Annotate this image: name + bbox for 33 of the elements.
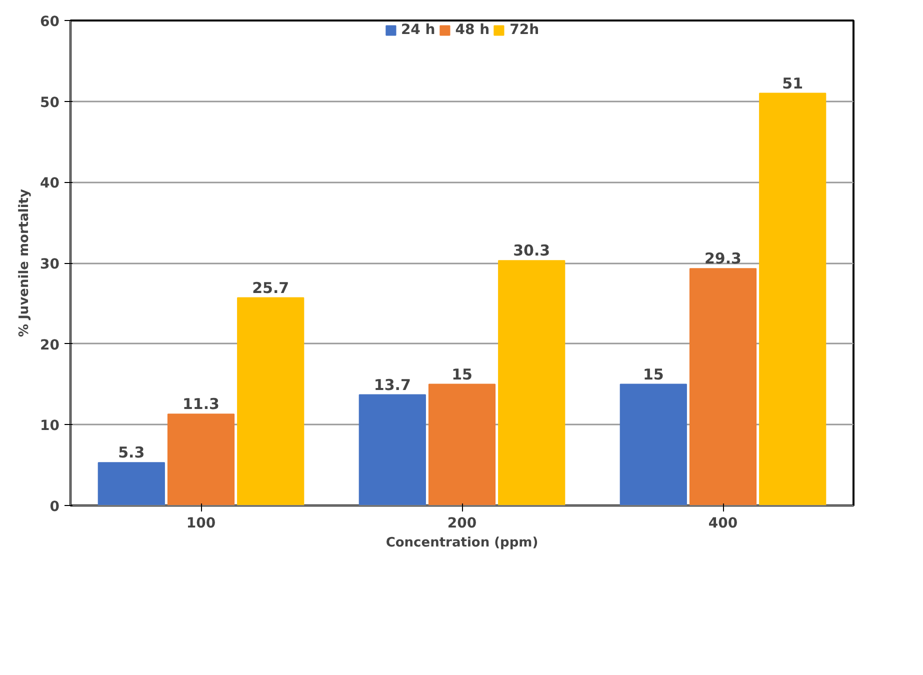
data-label: 25.7 [252,278,290,297]
y-tick-label: 10 [40,418,60,434]
x-axis-title: Concentration (ppm) [386,536,538,550]
legend-label: 48 h [455,22,490,38]
bar [498,260,566,506]
data-label: 5.3 [118,444,145,462]
y-tick-label: 30 [40,256,60,272]
x-tick-label: 200 [447,516,477,532]
y-tick-label: 20 [40,337,60,354]
data-label: 15 [452,365,472,384]
bar [237,297,304,506]
x-tick-label: 100 [186,516,216,532]
bar [759,92,826,506]
data-label: 15 [642,365,664,384]
legend-label: 72h [510,22,540,38]
bar [358,394,426,506]
data-label: 11.3 [182,395,220,414]
y-tick-label: 40 [40,176,60,192]
bar [689,268,757,506]
y-tick-label: 0 [50,499,60,515]
data-label: 51 [782,74,804,92]
bar [428,384,496,506]
data-label: 30.3 [513,242,550,260]
bar [620,384,687,506]
legend-label: 24 h [400,22,436,38]
y-tick-label: 50 [40,94,60,111]
bar [98,462,165,506]
bar [167,414,235,506]
data-label: 13.7 [374,376,411,394]
y-tick-label: 60 [40,14,60,30]
y-axis-title: % Juvenile mortality [17,188,32,337]
x-tick-label: 400 [708,516,738,532]
data-label: 29.3 [704,250,742,268]
